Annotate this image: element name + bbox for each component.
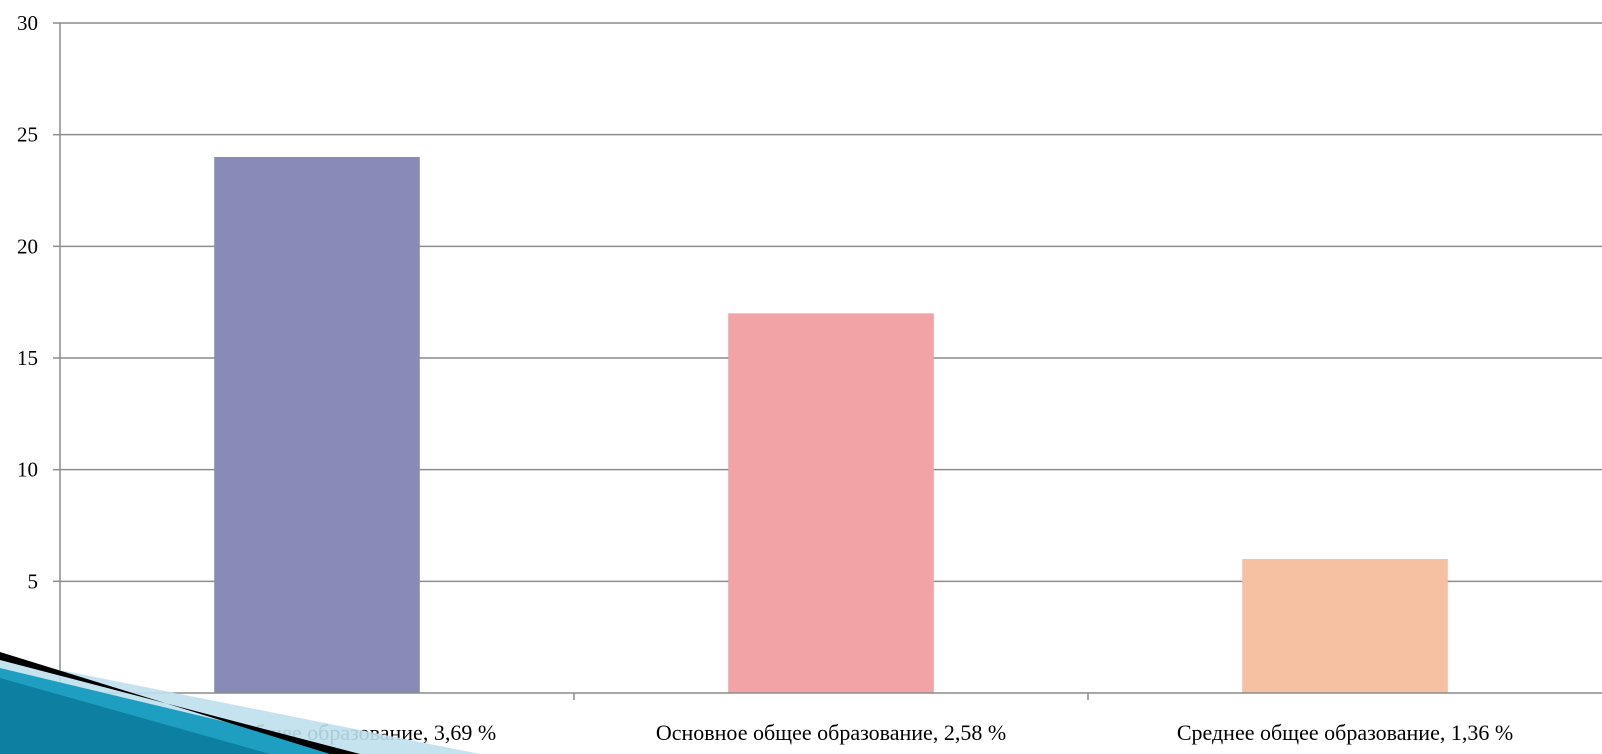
y-tick-label: 15 xyxy=(17,346,38,370)
y-axis-tick-labels: 051015202530 xyxy=(17,11,38,705)
y-tick-label: 30 xyxy=(17,11,38,35)
bar xyxy=(728,313,934,693)
x-category-label: Основное общее образование, 2,58 % xyxy=(656,720,1006,745)
chart-axes xyxy=(59,23,1602,700)
y-tick-label: 10 xyxy=(17,458,38,482)
corner-ribbon-decoration xyxy=(0,652,480,754)
x-category-label: Среднее общее образование, 1,36 % xyxy=(1177,720,1513,745)
y-tick-label: 5 xyxy=(28,569,39,593)
y-tick-label: 20 xyxy=(17,234,38,258)
bar xyxy=(1242,559,1448,693)
chart-bars xyxy=(214,157,1448,693)
ribbon-dark-band xyxy=(0,678,270,754)
y-tick-label: 25 xyxy=(17,123,38,147)
bar xyxy=(214,157,420,693)
